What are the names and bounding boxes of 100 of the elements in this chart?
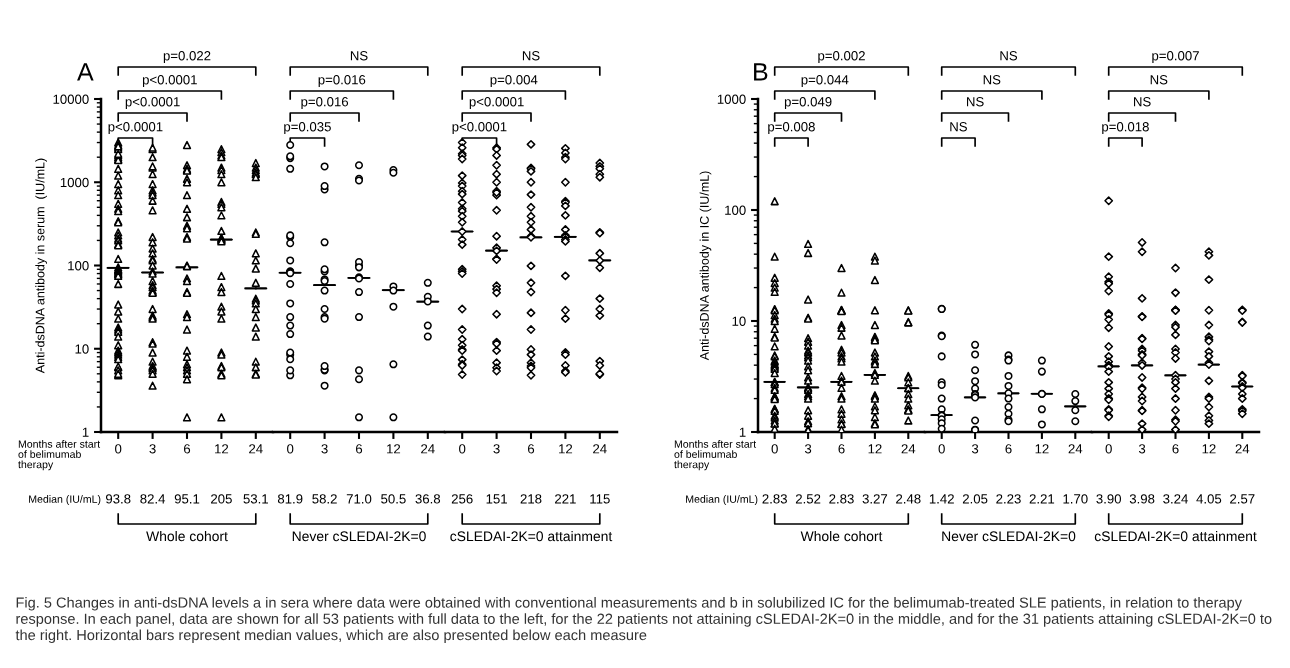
text: p=0.007 [1152, 51, 1199, 63]
text: Months after start of belimumab therapy [18, 440, 101, 471]
x-axis-title: Never cSLEDAI-2K=0 [942, 531, 1076, 542]
y-tick-label: 1 [82, 427, 89, 437]
y-tick-label: 100 [68, 261, 89, 271]
text: Median (IU/mL) [686, 495, 758, 505]
text: 2.21 [1029, 494, 1055, 504]
text: 2.83 [829, 494, 854, 504]
annotation: NS [1134, 97, 1151, 107]
text: 95.1 [174, 494, 200, 504]
x-tick-label: 0 [115, 444, 122, 454]
x-tick-label: 24 [1235, 444, 1250, 454]
text: 2.23 [996, 494, 1021, 504]
text: 205 [211, 494, 232, 504]
text: 115 [590, 494, 610, 504]
y-tick-label: 1 [739, 427, 746, 437]
text: 53.1 [243, 494, 268, 504]
text: p=0.004 [490, 75, 538, 87]
text: 3.27 [862, 494, 888, 504]
x-tick-label: 0 [459, 444, 466, 454]
x-tick-label: 6 [184, 444, 191, 454]
chart-title: B [754, 63, 768, 81]
annotation: NS [950, 122, 967, 132]
y-axis-title: Anti-dsDNA antibody in serum (IU/mL) [35, 158, 47, 374]
annotation: p=0.049 [784, 97, 832, 109]
x-tick-label: 12 [215, 444, 229, 454]
text: p=0.044 [801, 75, 849, 87]
text: 1.42 [929, 494, 954, 504]
annotation: p=0.018 [1102, 122, 1149, 134]
y-tick-label: 1000 [60, 177, 89, 188]
x-tick-label: 6 [1005, 444, 1012, 454]
x-tick-label: 6 [356, 444, 363, 454]
x-tick-label: 12 [559, 444, 573, 454]
x-tick-label: 6 [1172, 444, 1179, 454]
annotation: p=0.016 [301, 97, 349, 109]
text: 3.24 [1163, 494, 1188, 504]
text: NS [522, 51, 540, 61]
y-axis-title: Anti-dsDNA antibody in IC (IU/mL) [699, 171, 712, 361]
x-axis-title: Never cSLEDAI-2K=0 [292, 531, 426, 542]
text: 3.98 [1129, 494, 1155, 504]
annotation: p<0.0001 [125, 97, 180, 109]
x-tick-label: 12 [1202, 444, 1216, 454]
text: 218 [520, 494, 542, 504]
annotation: NS [967, 97, 984, 107]
text: 3.90 [1096, 494, 1122, 504]
text: 81.9 [277, 494, 303, 504]
chart-title: A [77, 63, 94, 81]
x-tick-label: 24 [901, 444, 916, 454]
text: 221 [555, 494, 576, 504]
x-tick-label: 12 [1035, 444, 1049, 454]
annotation: p<0.0001 [469, 97, 524, 109]
text: 2.52 [795, 494, 821, 504]
text: p=0.016 [318, 75, 366, 87]
text: 4.05 [1196, 494, 1222, 504]
annotation: p=0.008 [768, 122, 815, 134]
text: 93.8 [105, 494, 131, 504]
x-tick-label: 12 [868, 444, 882, 454]
annotation: p=0.035 [284, 122, 331, 134]
x-tick-label: 3 [493, 444, 500, 454]
x-tick-label: 6 [838, 444, 845, 454]
x-tick-label: 3 [321, 444, 328, 454]
text: NS [1000, 51, 1018, 61]
text: 151 [486, 494, 507, 504]
x-axis-title: cSLEDAI-2K=0 attainment [450, 531, 613, 542]
x-tick-label: 0 [1105, 444, 1112, 454]
x-tick-label: 6 [528, 444, 535, 454]
text: p<0.0001 [142, 75, 197, 87]
text: NS [1150, 75, 1168, 85]
x-tick-label: 0 [287, 444, 294, 454]
text: 2.48 [896, 494, 921, 504]
text: Months after start of belimumab therapy [674, 440, 757, 471]
text: 2.83 [762, 494, 787, 504]
x-tick-label: 24 [1068, 444, 1083, 454]
text: p=0.022 [163, 51, 211, 63]
x-tick-label: 3 [804, 444, 812, 454]
y-tick-label: 10 [732, 316, 746, 326]
text: 2.57 [1230, 494, 1255, 504]
text: 256 [451, 494, 473, 504]
annotation: p<0.0001 [452, 122, 507, 134]
text: NS [350, 51, 368, 61]
text: 50.5 [381, 494, 406, 504]
x-axis-title: cSLEDAI-2K=0 attainment [1094, 531, 1257, 542]
x-tick-label: 24 [249, 444, 263, 454]
x-tick-label: 0 [771, 444, 778, 454]
x-tick-label: 0 [938, 444, 945, 454]
text: 71.0 [346, 494, 372, 504]
text: Median (IU/mL) [29, 495, 101, 505]
x-axis-title: Whole cohort [800, 531, 883, 542]
text: 1.70 [1063, 494, 1088, 504]
x-tick-label: 12 [387, 444, 401, 454]
text: NS [983, 75, 1001, 85]
text: p=0.002 [818, 51, 865, 63]
y-tick-label: 1000 [717, 94, 746, 104]
annotation: p<0.0001 [108, 122, 163, 134]
x-tick-label: 24 [421, 444, 435, 454]
y-tick-label: 10000 [53, 94, 89, 104]
caption: Fig. 5 Changes in anti-dsDNA levels a in sera where data were obtained with conventional measurements and b in solubilized IC for the belimumab-treated SLE patients, in relation to therapy response. In each panel, data are shown for all 53 patients with full data to the left, for the 22 patients not attaining cSLEDAI-2K=0 in the middle, and for the 31 patients attaining cSLEDAI-2K=0 to the right. Horizontal bars represent median values, which are also presented below each measure [15, 597, 1272, 644]
y-tick-label: 100 [725, 205, 746, 215]
y-tick-label: 10 [75, 344, 89, 354]
x-tick-label: 3 [1138, 444, 1146, 454]
